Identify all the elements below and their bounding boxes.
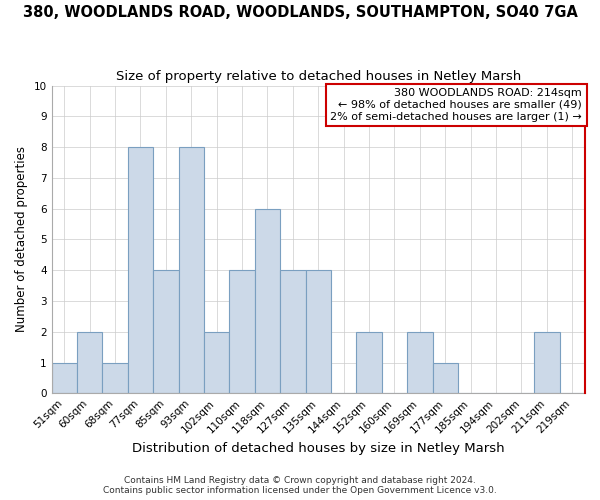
Text: 380 WOODLANDS ROAD: 214sqm
← 98% of detached houses are smaller (49)
2% of semi-: 380 WOODLANDS ROAD: 214sqm ← 98% of deta… bbox=[331, 88, 582, 122]
Bar bbox=[77, 332, 103, 394]
Bar bbox=[229, 270, 255, 394]
Text: Contains HM Land Registry data © Crown copyright and database right 2024.
Contai: Contains HM Land Registry data © Crown c… bbox=[103, 476, 497, 495]
X-axis label: Distribution of detached houses by size in Netley Marsh: Distribution of detached houses by size … bbox=[132, 442, 505, 455]
Bar bbox=[534, 332, 560, 394]
Bar bbox=[153, 270, 179, 394]
Bar bbox=[305, 270, 331, 394]
Bar bbox=[52, 362, 77, 394]
Bar bbox=[280, 270, 305, 394]
Bar bbox=[204, 332, 229, 394]
Bar bbox=[255, 208, 280, 394]
Title: Size of property relative to detached houses in Netley Marsh: Size of property relative to detached ho… bbox=[116, 70, 521, 83]
Y-axis label: Number of detached properties: Number of detached properties bbox=[15, 146, 28, 332]
Bar bbox=[407, 332, 433, 394]
Bar bbox=[103, 362, 128, 394]
Bar bbox=[356, 332, 382, 394]
Text: 380, WOODLANDS ROAD, WOODLANDS, SOUTHAMPTON, SO40 7GA: 380, WOODLANDS ROAD, WOODLANDS, SOUTHAMP… bbox=[23, 5, 577, 20]
Bar bbox=[433, 362, 458, 394]
Bar bbox=[128, 147, 153, 394]
Bar bbox=[179, 147, 204, 394]
